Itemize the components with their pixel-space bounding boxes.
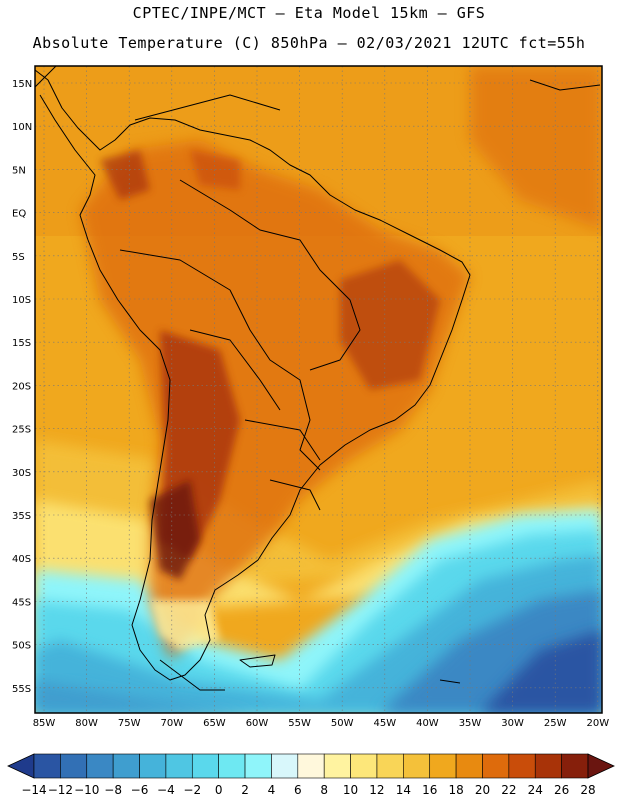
colorbar-tick-label: −14 [21,783,46,797]
lat-label: 5S [12,252,25,263]
colorbar-tick-label: −8 [104,783,122,797]
lon-label: 60W [246,718,269,729]
map-frame [34,65,603,714]
colorbar-swatch [350,753,378,779]
colorbar-swatch [429,753,457,779]
title-line-2: Absolute Temperature (C) 850hPa – 02/03/… [32,34,586,52]
lat-label: 10S [12,295,31,306]
lat-label: EQ [12,209,26,220]
colorbar-tick-label: 8 [320,783,328,797]
lon-label: 30W [501,718,524,729]
lat-label: 10N [12,122,32,133]
lon-label: 80W [75,718,98,729]
latitude-labels: 15N 10N 5N EQ 5S 10S 15S 20S 25S 30S 35S 40S 45S 50S 5… [12,79,32,695]
colorbar-tick-label: 4 [268,783,276,797]
lon-label: 50W [331,718,354,729]
lon-label: 70W [160,718,183,729]
colorbar-swatch [376,753,404,779]
colorbar-swatch [191,753,219,779]
colorbar-swatch [112,753,140,779]
longitude-labels: 85W 80W 75W 70W 65W 60W 55W 50W 45W 40W 35W 30W 25W 2… [33,718,610,729]
lat-label: 5N [12,165,26,176]
lat-label: 50S [12,641,31,652]
lon-label: 85W [33,718,56,729]
title-line-1: CPTEC/INPE/MCT – Eta Model 15km – GFS [132,4,486,22]
colorbar-swatch [60,753,88,779]
colorbar-swatch [403,753,431,779]
colorbar-tick-label: 14 [396,783,411,797]
colorbar-tick-label: 24 [528,783,543,797]
colorbar-swatch [534,753,562,779]
lon-label: 40W [416,718,439,729]
temperature-field [35,66,602,713]
colorbar-tick-label: 0 [215,783,223,797]
colorbar-tick-label: 20 [475,783,490,797]
colorbar-tick-label: 28 [580,783,595,797]
colorbar-swatch [482,753,510,779]
lat-label: 15S [12,338,31,349]
lon-label: 25W [544,718,567,729]
colorbar-swatch [139,753,167,779]
colorbar-tick-label: 16 [422,783,437,797]
lon-label: 20W [586,718,609,729]
colorbar-tick-label: 2 [241,783,249,797]
colorbar-tick-label: 10 [343,783,358,797]
colorbar-tick-label: 26 [554,783,569,797]
colorbar-swatch [323,753,351,779]
colorbar-swatch [297,753,325,779]
colorbar-tick-label: −2 [183,783,201,797]
colorbar-swatch [218,753,246,779]
colorbar-swatch [165,753,193,779]
colorbar-swatch [271,753,299,779]
lat-label: 40S [12,554,31,565]
lat-label: 30S [12,468,31,479]
colorbar-swatch [508,753,536,779]
lat-label: 15N [12,79,32,90]
coastline [35,66,601,691]
lon-label: 75W [118,718,141,729]
colorbar-swatch [33,753,61,779]
colorbar-swatch [244,753,272,779]
graticule [35,66,602,713]
colorbar-swatch [86,753,114,779]
colorbar-tick-label: 18 [448,783,463,797]
lat-label: 45S [12,597,31,608]
colorbar [7,753,615,779]
colorbar-swatch [455,753,483,779]
colorbar-tick-label: 6 [294,783,302,797]
lon-label: 65W [203,718,226,729]
lat-label: 35S [12,511,31,522]
colorbar-labels: −14 −12 −10 −8 −6 −4 −2 0 2 4 6 8 10 12 14 16 18 20 22 24 26… [21,783,595,797]
colorbar-tick-label: 22 [501,783,516,797]
lat-label: 25S [12,425,31,436]
lon-label: 45W [373,718,396,729]
colorbar-tick-label: −6 [131,783,149,797]
colorbar-arrow-left [7,753,35,779]
colorbar-swatch [561,753,589,779]
lon-label: 35W [459,718,482,729]
colorbar-tick-label: 12 [369,783,384,797]
lon-label: 55W [288,718,311,729]
colorbar-tick-label: −10 [74,783,99,797]
lat-label: 20S [12,381,31,392]
colorbar-tick-label: −4 [157,783,175,797]
colorbar-arrow-right [587,753,615,779]
colorbar-tick-label: −12 [48,783,73,797]
lat-label: 55S [12,684,31,695]
